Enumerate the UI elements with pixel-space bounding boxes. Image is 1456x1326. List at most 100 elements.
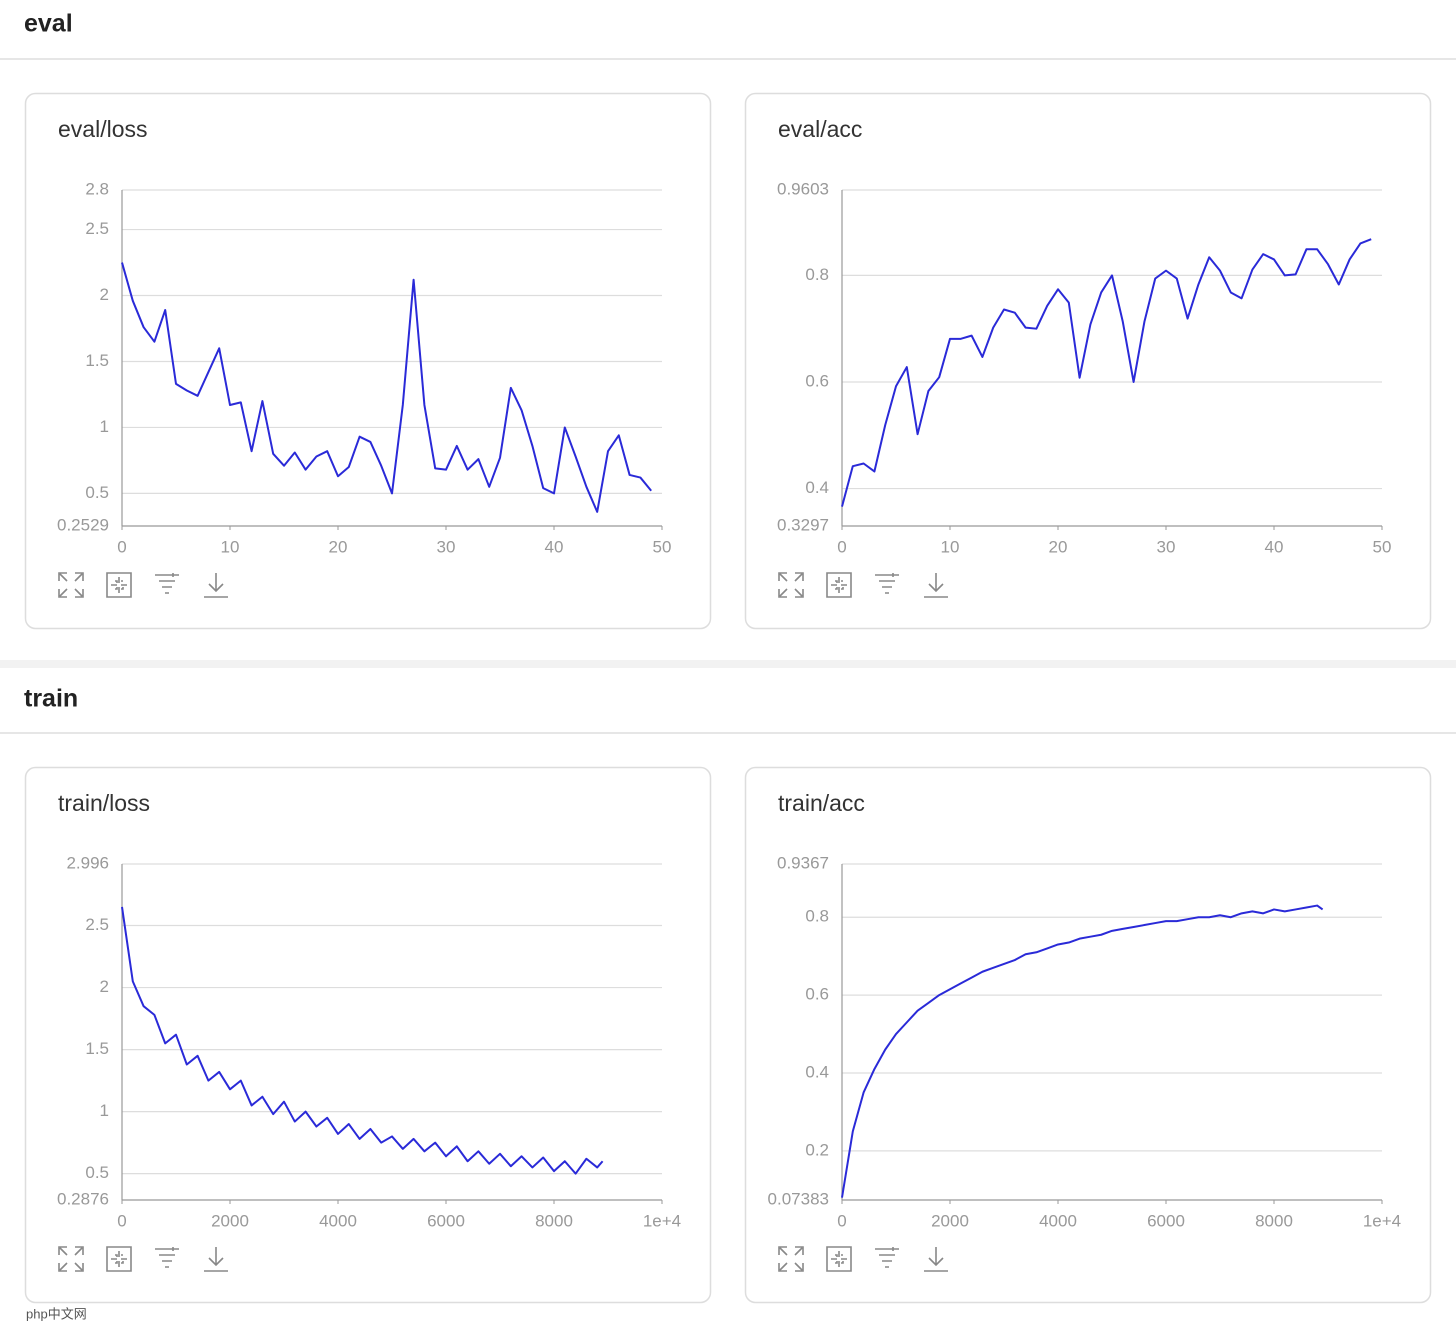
download-button[interactable] <box>204 573 228 598</box>
expand-button-glyph <box>778 572 804 598</box>
y-tick-label: 2.8 <box>85 179 109 198</box>
y-tick-label: 0.2529 <box>57 515 109 534</box>
x-tick-label: 30 <box>437 537 456 556</box>
y-tick-label: 0.3297 <box>777 515 829 534</box>
y-tick-label: 0.5 <box>85 1163 109 1182</box>
chart-title: eval/acc <box>778 116 862 142</box>
fit-button[interactable] <box>826 1246 852 1272</box>
download-button-glyph <box>924 573 948 598</box>
x-tick-label: 8000 <box>535 1211 573 1230</box>
x-tick-label: 0 <box>837 1211 846 1230</box>
card-frame <box>744 92 1432 630</box>
y-tick-label: 0.5 <box>85 483 109 502</box>
y-tick-label: 0.2 <box>805 1140 829 1159</box>
x-tick-label: 10 <box>221 537 240 556</box>
x-tick-label: 40 <box>1265 537 1284 556</box>
x-tick-label: 8000 <box>1255 1211 1293 1230</box>
y-tick-label: 0.8 <box>805 265 829 284</box>
y-tick-label: 2 <box>100 977 109 996</box>
line-series <box>841 904 1324 1198</box>
y-tick-label: 2 <box>100 285 109 304</box>
fit-button-glyph <box>106 572 132 598</box>
x-tick-label: 0 <box>117 537 126 556</box>
section-title: eval <box>24 10 73 38</box>
line-series <box>121 262 652 513</box>
filter-button[interactable] <box>875 1247 899 1268</box>
x-tick-label: 50 <box>653 537 672 556</box>
y-tick-label: 1 <box>100 417 109 436</box>
chart-title: eval/loss <box>58 116 147 142</box>
y-tick-label: 1.5 <box>85 351 109 370</box>
watermark: php中文网 <box>26 1306 87 1321</box>
expand-button[interactable] <box>778 1246 804 1272</box>
y-tick-label: 0.2876 <box>57 1189 109 1208</box>
y-tick-label: 0.07383 <box>768 1189 829 1208</box>
x-tick-label: 4000 <box>319 1211 357 1230</box>
expand-button-glyph <box>58 572 84 598</box>
fit-button[interactable] <box>106 572 132 598</box>
download-button[interactable] <box>204 1247 228 1272</box>
x-tick-label: 30 <box>1157 537 1176 556</box>
chart-title: train/loss <box>58 790 150 816</box>
filter-button-glyph <box>875 1247 899 1268</box>
card-frame <box>24 766 712 1304</box>
download-button-glyph <box>204 1247 228 1272</box>
expand-button[interactable] <box>58 572 84 598</box>
fit-button-glyph <box>826 572 852 598</box>
x-tick-label: 20 <box>329 537 348 556</box>
y-tick-label: 2.5 <box>85 219 109 238</box>
expand-button-glyph <box>778 1246 804 1272</box>
y-tick-label: 0.6 <box>805 371 829 390</box>
x-tick-label: 50 <box>1373 537 1392 556</box>
filter-button[interactable] <box>155 1247 179 1268</box>
line-series <box>841 238 1372 507</box>
expand-button[interactable] <box>778 572 804 598</box>
y-tick-label: 0.8 <box>805 907 829 926</box>
filter-button-glyph <box>155 573 179 594</box>
chart-title: train/acc <box>778 790 865 816</box>
filter-button[interactable] <box>155 573 179 594</box>
card-frame <box>744 766 1432 1304</box>
fit-button-glyph <box>106 1246 132 1272</box>
expand-button-glyph <box>58 1246 84 1272</box>
x-tick-label: 1e+4 <box>1363 1211 1401 1230</box>
x-tick-label: 2000 <box>211 1211 249 1230</box>
filter-button[interactable] <box>875 573 899 594</box>
x-tick-label: 40 <box>545 537 564 556</box>
download-button[interactable] <box>924 573 948 598</box>
chart-card: eval/acc 0.3297 0.4 0.6 0.8 0.9603 0 10 20 30 40 50 <box>744 92 1432 630</box>
x-tick-label: 2000 <box>931 1211 969 1230</box>
expand-button[interactable] <box>58 1246 84 1272</box>
download-button-glyph <box>924 1247 948 1272</box>
y-tick-label: 0.9603 <box>777 179 829 198</box>
y-tick-label: 2.996 <box>66 853 109 872</box>
y-tick-label: 0.6 <box>805 985 829 1004</box>
y-tick-label: 2.5 <box>85 915 109 934</box>
chart-card: eval/loss 0.2529 0.5 1 1.5 2 2.5 2.8 0 10 20 30 40 50 <box>24 92 712 630</box>
section-title: train <box>24 685 78 713</box>
y-tick-label: 0.9367 <box>777 853 829 872</box>
x-tick-label: 4000 <box>1039 1211 1077 1230</box>
chart-card: train/loss 0.2876 0.5 1 1.5 2 2.5 2.996 0 2000 400… <box>24 766 712 1304</box>
y-tick-label: 0.4 <box>805 1062 829 1081</box>
fit-button[interactable] <box>106 1246 132 1272</box>
y-tick-label: 1 <box>100 1101 109 1120</box>
fit-button-glyph <box>826 1246 852 1272</box>
x-tick-label: 6000 <box>427 1211 465 1230</box>
download-button-glyph <box>204 573 228 598</box>
x-tick-label: 20 <box>1049 537 1068 556</box>
y-tick-label: 0.4 <box>805 478 829 497</box>
download-button[interactable] <box>924 1247 948 1272</box>
x-tick-label: 1e+4 <box>643 1211 681 1230</box>
fit-button[interactable] <box>826 572 852 598</box>
y-tick-label: 1.5 <box>85 1039 109 1058</box>
x-tick-label: 0 <box>117 1211 126 1230</box>
chart-card: train/acc 0.07383 0.2 0.4 0.6 0.8 0.9367 0 2000 4… <box>744 766 1432 1304</box>
x-tick-label: 0 <box>837 537 846 556</box>
filter-button-glyph <box>155 1247 179 1268</box>
x-tick-label: 10 <box>941 537 960 556</box>
x-tick-label: 6000 <box>1147 1211 1185 1230</box>
filter-button-glyph <box>875 573 899 594</box>
